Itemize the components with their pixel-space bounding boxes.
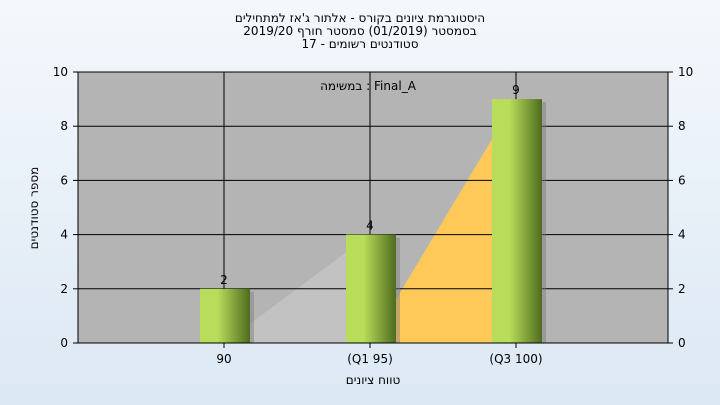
label-layer: 2 4 9 [220,83,520,287]
data-label: 9 [512,83,520,97]
y-tick-label-left: 8 [60,119,68,133]
y-tick-label-left: 0 [60,336,68,350]
x-tick-label: (Q1 95) [347,352,393,366]
y-tick-label-right: 4 [678,228,686,242]
y-tick-label-right: 10 [678,65,693,79]
data-label: 4 [366,219,374,233]
chart-annotation: במשימה : Final_A [320,79,417,93]
x-tick-label: 90 [216,352,231,366]
area-segment [370,99,516,343]
bar [492,99,542,343]
y-axis-label: מספר סטודנטים [27,167,41,250]
y-tick-label-right: 2 [678,282,686,296]
y-tick-label-left: 10 [53,65,68,79]
y-tick-label-left: 6 [60,173,68,187]
y-tick-label-right: 0 [678,336,686,350]
chart-title-line-1: היסטוגרמת ציונים בקורס - אלתור ג'אז למתח… [235,11,485,25]
data-label: 2 [220,273,228,287]
bar [346,234,396,343]
tick-layer: 0 0 2 2 4 4 6 6 8 8 10 10 90 (Q1 95) (Q3 100) [53,65,694,366]
y-tick-label-left: 2 [60,282,68,296]
y-tick-label-right: 8 [678,119,686,133]
area-segment [224,234,370,343]
x-axis-label: טווח ציונים [346,373,401,387]
y-tick-label-left: 4 [60,228,68,242]
plot-border [77,71,669,344]
x-tick-label: (Q3 100) [489,352,542,366]
area-layer [224,99,516,343]
chart-title-line-3: סטודנטים רשומים - 17 [301,37,418,51]
bar-layer [200,99,546,343]
chart-title-line-2: בסמסטר (01/2019) סמסטר חורף 2019/20 [243,24,476,38]
bar [200,288,250,343]
y-tick-label-right: 6 [678,173,686,187]
